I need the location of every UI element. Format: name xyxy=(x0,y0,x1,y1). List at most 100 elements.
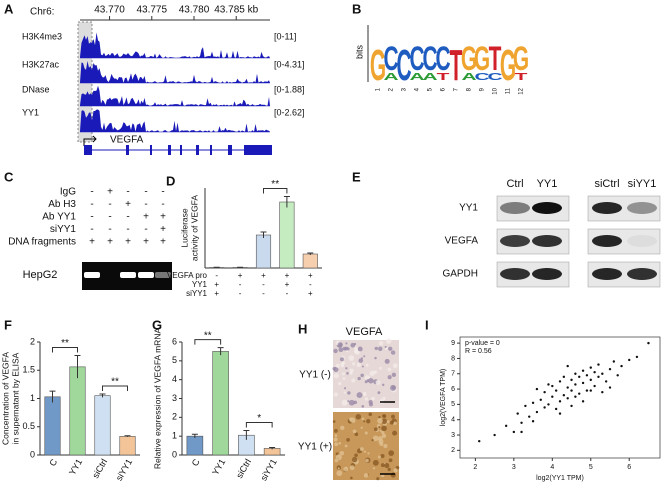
sig-label: ** xyxy=(61,338,69,349)
point xyxy=(558,400,562,403)
y-tick-label: 7 xyxy=(451,371,455,378)
blot-band xyxy=(627,235,657,247)
sign: - xyxy=(262,280,265,289)
cell-texture xyxy=(334,458,339,463)
sign: + xyxy=(143,212,149,223)
cell-texture xyxy=(372,459,379,466)
cell-texture xyxy=(383,443,388,449)
cell-texture xyxy=(350,476,353,480)
point xyxy=(558,412,562,415)
cell-texture xyxy=(342,346,347,351)
y-tick-label: 1 xyxy=(172,431,177,441)
track-range: [0-4.31] xyxy=(274,59,305,69)
y-tick-label: 6 xyxy=(172,336,177,346)
point xyxy=(593,384,596,388)
cell-texture xyxy=(334,442,339,447)
point xyxy=(493,433,496,437)
cell-texture xyxy=(332,420,336,423)
cell-texture xyxy=(333,437,338,442)
y-tick-label: 2 xyxy=(30,336,35,346)
cell-texture xyxy=(381,433,387,438)
error-bar xyxy=(243,430,250,440)
blot-band xyxy=(592,202,622,214)
sign: + xyxy=(160,212,166,223)
cell-texture xyxy=(344,444,348,448)
exon xyxy=(180,145,182,155)
cell-texture xyxy=(344,387,347,390)
panel-label: B xyxy=(352,1,361,16)
cell-texture xyxy=(365,458,369,463)
cell-texture xyxy=(334,429,338,433)
sign: + xyxy=(214,289,219,298)
point xyxy=(581,369,585,372)
cell-texture xyxy=(388,458,393,463)
x-tick-label: 43.770 xyxy=(94,5,125,16)
cell-texture xyxy=(356,362,362,368)
cell-texture xyxy=(371,439,374,442)
cell-texture xyxy=(368,412,373,417)
point xyxy=(570,378,573,382)
point xyxy=(535,410,539,414)
point xyxy=(566,364,569,368)
x-tick-label: 43.775 xyxy=(136,5,167,16)
logo-letter: T xyxy=(450,42,463,91)
cell-texture xyxy=(381,425,387,432)
cell-texture xyxy=(379,366,382,370)
blot-band xyxy=(500,268,530,280)
cell-texture xyxy=(378,341,384,346)
sign: + xyxy=(125,237,131,248)
cell-texture xyxy=(346,372,349,375)
cell-texture xyxy=(384,345,387,348)
cell-texture xyxy=(345,367,348,370)
logo-letter: G xyxy=(474,39,490,78)
sign: + xyxy=(214,280,219,289)
point xyxy=(562,394,566,397)
cell-texture xyxy=(338,441,342,445)
cell-texture xyxy=(340,425,345,431)
cell-texture xyxy=(347,400,350,403)
blot-band xyxy=(592,268,622,280)
sig-bracket xyxy=(102,385,128,391)
sign: - xyxy=(90,199,93,210)
cell-texture xyxy=(378,426,381,429)
sig-label: * xyxy=(257,413,261,424)
cell-texture xyxy=(377,346,383,352)
lane-label: YY1 xyxy=(537,178,558,190)
point xyxy=(520,430,523,434)
point xyxy=(574,383,577,386)
cell-texture xyxy=(333,392,339,397)
cell-texture xyxy=(387,367,392,372)
cell-texture xyxy=(342,361,346,365)
sign: - xyxy=(90,187,93,198)
y-axis-label: Concentration of VEGFA xyxy=(0,352,10,445)
tss-arrow xyxy=(83,135,97,146)
cell-texture xyxy=(386,338,392,344)
x-tick-label: 4 xyxy=(415,87,421,91)
point xyxy=(589,366,592,369)
cell-texture xyxy=(351,378,356,383)
error-bar xyxy=(49,390,56,403)
exon xyxy=(210,145,212,155)
y-tick-label: 6 xyxy=(451,386,455,393)
cell-texture xyxy=(382,383,385,387)
lane-label: Ctrl xyxy=(506,178,523,190)
cell-texture xyxy=(376,477,380,481)
cell-texture xyxy=(377,418,383,424)
logo-letter: C xyxy=(435,39,450,78)
sign: - xyxy=(126,224,129,235)
sign: + xyxy=(160,237,166,248)
cell-texture xyxy=(369,370,375,376)
cell-texture xyxy=(353,400,358,405)
sign: + xyxy=(285,280,290,289)
track-range: [0-1.88] xyxy=(274,84,305,94)
cell-texture xyxy=(341,399,348,406)
sign: - xyxy=(108,224,111,235)
x-tick-label: 8 xyxy=(467,87,473,91)
point xyxy=(593,371,596,374)
sign: + xyxy=(308,289,313,298)
panel-label: F xyxy=(4,317,12,332)
panel-label: G xyxy=(152,317,162,332)
x-tick-label: siCtrl xyxy=(90,457,109,480)
blot-band xyxy=(532,202,562,214)
sig-bracket xyxy=(263,188,288,194)
